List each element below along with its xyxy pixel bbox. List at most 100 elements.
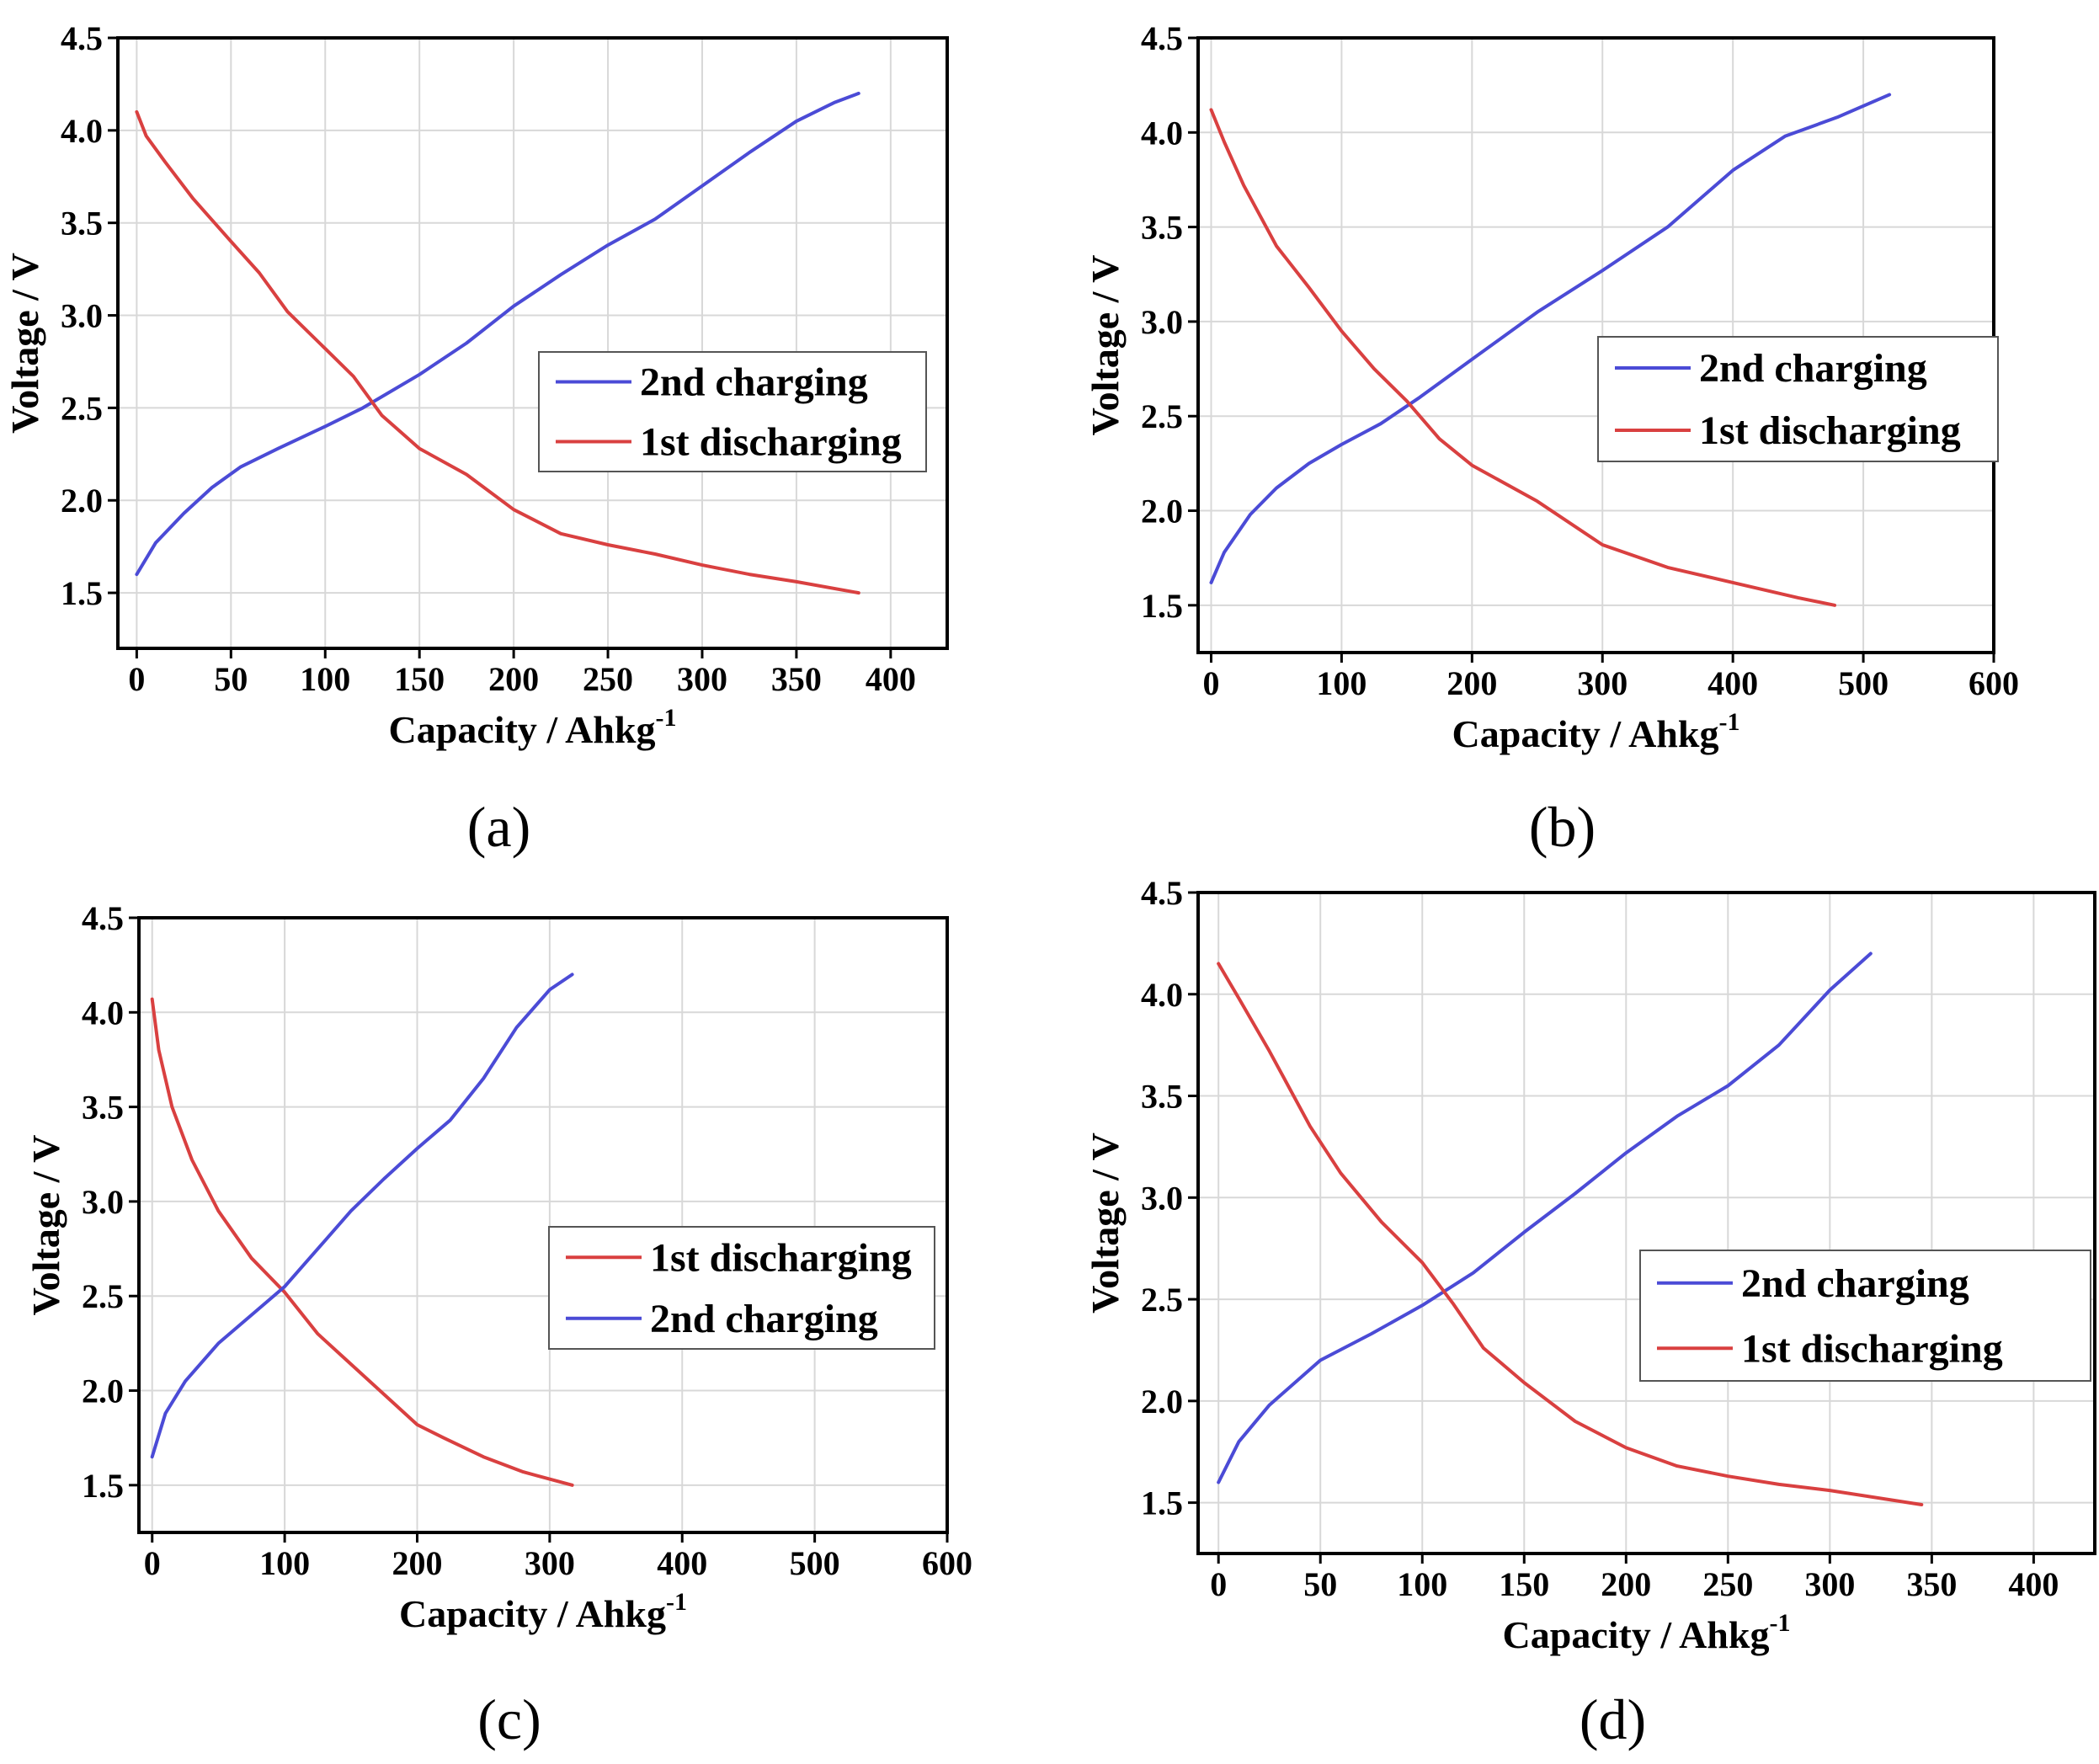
y-tick-label: 4.0: [61, 112, 103, 150]
x-tick-label: 100: [1397, 1565, 1447, 1603]
x-axis-title: Capacity / Ahkg-1: [1452, 708, 1740, 755]
x-tick-label: 200: [488, 660, 539, 698]
y-axis-title: Voltage / V: [24, 1135, 67, 1316]
x-tick-label: 200: [1601, 1565, 1651, 1603]
chart-panel-b: 0 100 200 300 400 500 600 1.5 2.0 2.5 3.0 3.5 4.0 4.5…: [1059, 0, 2099, 884]
y-tick-label: 3.0: [1141, 303, 1183, 341]
chart-svg: 0 50 100 150 200 250 300 350 400 1.5 2.0 2.5 3.0 3.5 4…: [1084, 874, 2096, 1751]
y-tick-label: 3.0: [82, 1183, 124, 1221]
y-tick-label: 1.5: [1141, 1484, 1183, 1522]
series-line-1st-discharging: [135, 109, 860, 595]
y-tick-label: 4.0: [82, 994, 124, 1031]
legend-label: 2nd charging: [650, 1297, 878, 1341]
legend-label: 1st discharging: [1741, 1326, 2003, 1371]
legend-box: [548, 1226, 935, 1350]
y-tick-label: 4.5: [61, 19, 103, 57]
chart-panel-c: 0 100 200 300 400 500 600 1.5 2.0 2.5 3.0 3.5 4.0 4.5…: [0, 880, 1040, 1764]
series-line-2nd-charging: [1209, 93, 1892, 584]
y-tick-label: 3.5: [61, 205, 103, 242]
y-tick-label: 4.0: [1141, 114, 1183, 152]
x-tick-label: 200: [392, 1544, 442, 1582]
chart-svg: 0 50 100 150 200 250 300 350 400 1.5 2.0 2.5 3.0 3.5 4…: [3, 19, 949, 859]
x-tick-label: 150: [394, 660, 445, 698]
chart-svg: 0 100 200 300 400 500 600 1.5 2.0 2.5 3.0 3.5 4.0 4.5…: [1084, 19, 2019, 859]
x-tick-label: 500: [1838, 664, 1889, 702]
panel-label: (c): [477, 1687, 541, 1751]
y-tick-label: 1.5: [61, 574, 103, 612]
y-tick-label: 3.5: [1141, 1078, 1183, 1116]
legend-label: 1st discharging: [650, 1235, 912, 1280]
legend-label: 1st discharging: [1699, 408, 1961, 453]
chart-panel-d: 0 50 100 150 200 250 300 350 400 1.5 2.0 2.5 3.0 3.5 4…: [1059, 874, 2099, 1764]
series-line-1st-discharging: [1209, 108, 1836, 607]
series-line-2nd-charging: [150, 973, 574, 1459]
y-axis-title: Voltage / V: [1084, 1132, 1127, 1314]
x-tick-label: 100: [300, 660, 350, 698]
x-tick-label: 0: [144, 1544, 161, 1582]
series-line-1st-discharging: [1217, 962, 1924, 1506]
x-tick-label: 100: [1316, 664, 1366, 702]
plot-frame: [137, 916, 949, 1534]
legend-box: [538, 351, 927, 472]
x-tick-label: 400: [657, 1544, 707, 1582]
y-tick-label: 4.5: [82, 899, 124, 937]
plot-frame: [116, 36, 949, 650]
x-tick-label: 300: [1804, 1565, 1855, 1603]
x-tick-label: 400: [1707, 664, 1758, 702]
x-tick-label: 350: [1906, 1565, 1957, 1603]
x-tick-label: 350: [771, 660, 822, 698]
x-tick-label: 150: [1499, 1565, 1549, 1603]
x-tick-label: 250: [1702, 1565, 1753, 1603]
y-tick-label: 1.5: [1141, 587, 1183, 625]
series-line-2nd-charging: [135, 91, 860, 577]
panel-label: (b): [1529, 795, 1596, 859]
x-tick-label: 100: [259, 1544, 310, 1582]
x-tick-label: 50: [214, 660, 248, 698]
y-axis-title: Voltage / V: [3, 253, 46, 434]
y-tick-label: 3.0: [1141, 1179, 1183, 1217]
panel-label: (d): [1580, 1687, 1646, 1751]
x-tick-label: 50: [1303, 1565, 1337, 1603]
x-tick-label: 300: [1577, 664, 1628, 702]
y-tick-label: 1.5: [82, 1467, 124, 1505]
x-tick-label: 250: [583, 660, 633, 698]
x-tick-label: 300: [525, 1544, 575, 1582]
x-tick-label: 400: [2008, 1565, 2059, 1603]
x-axis-title: Capacity / Ahkg-1: [1503, 1609, 1791, 1656]
x-tick-label: 0: [1202, 664, 1219, 702]
y-axis-title: Voltage / V: [1084, 255, 1127, 436]
x-tick-label: 0: [128, 660, 145, 698]
chart-svg: 0 100 200 300 400 500 600 1.5 2.0 2.5 3.0 3.5 4.0 4.5…: [24, 899, 972, 1751]
y-tick-label: 2.5: [1141, 397, 1183, 435]
y-tick-label: 3.0: [61, 297, 103, 335]
chart-panel-a: 0 50 100 150 200 250 300 350 400 1.5 2.0 2.5 3.0 3.5 4…: [0, 0, 1040, 884]
x-tick-label: 600: [1968, 664, 2019, 702]
y-tick-label: 2.5: [61, 389, 103, 427]
x-tick-label: 400: [866, 660, 916, 698]
y-tick-label: 2.0: [82, 1372, 124, 1410]
x-axis-title: Capacity / Ahkg-1: [389, 704, 677, 751]
legend-box: [1597, 336, 1999, 462]
series-line-1st-discharging: [150, 997, 574, 1487]
x-tick-label: 500: [790, 1544, 840, 1582]
y-tick-label: 2.5: [82, 1277, 124, 1315]
x-tick-label: 600: [922, 1544, 972, 1582]
y-tick-label: 2.0: [1141, 493, 1183, 530]
series-line-2nd-charging: [1217, 951, 1873, 1484]
y-tick-label: 3.5: [82, 1089, 124, 1127]
legend-label: 2nd charging: [1741, 1261, 1969, 1306]
legend-box: [1639, 1250, 2091, 1382]
y-tick-label: 4.0: [1141, 976, 1183, 1014]
legend-label: 1st discharging: [640, 420, 902, 465]
x-axis-title: Capacity / Ahkg-1: [399, 1588, 687, 1635]
y-tick-label: 2.0: [1141, 1383, 1183, 1420]
y-tick-label: 3.5: [1141, 209, 1183, 247]
x-tick-label: 0: [1210, 1565, 1227, 1603]
x-tick-label: 300: [677, 660, 727, 698]
y-tick-label: 4.5: [1141, 19, 1183, 57]
y-tick-label: 2.0: [61, 482, 103, 520]
x-tick-label: 200: [1446, 664, 1497, 702]
legend-label: 2nd charging: [640, 360, 868, 405]
y-tick-label: 4.5: [1141, 880, 1183, 912]
y-tick-label: 2.5: [1141, 1281, 1183, 1319]
